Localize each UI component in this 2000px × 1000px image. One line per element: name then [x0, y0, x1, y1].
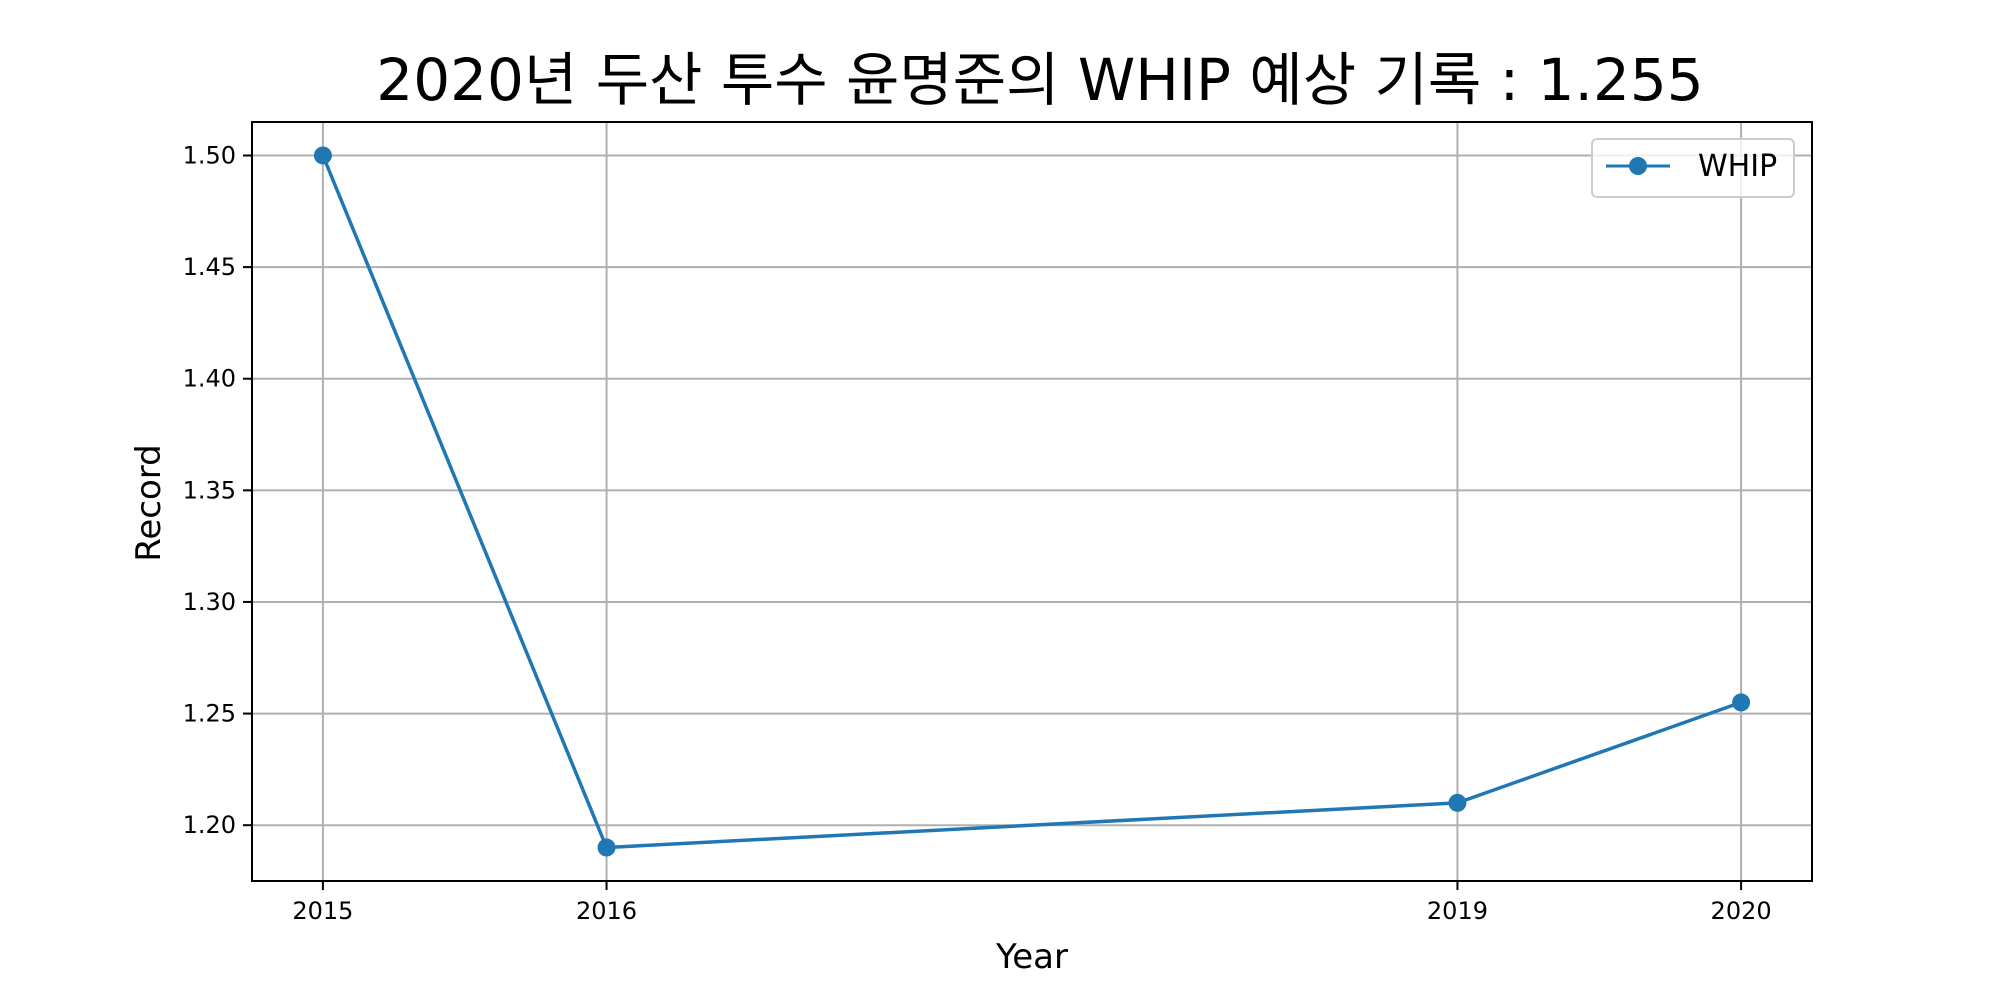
grid-lines	[252, 122, 1812, 881]
y-tick-label: 1.50	[183, 141, 236, 169]
legend-series-marker	[1629, 157, 1647, 175]
x-tick-label: 2015	[292, 897, 353, 925]
y-tick-label: 1.25	[183, 700, 236, 728]
legend-series-label: WHIP	[1698, 149, 1777, 184]
data-point-marker	[597, 838, 616, 857]
y-tick-label: 1.30	[183, 588, 236, 616]
x-tick-label: 2019	[1427, 897, 1488, 925]
plot-area-frame	[251, 121, 1813, 882]
y-axis-label: Record	[129, 444, 169, 561]
data-point-marker	[313, 146, 332, 165]
y-tick-label: 1.35	[183, 476, 236, 504]
chart-title: 2020년 두산 투수 윤명준의 WHIP 예상 기록 : 1.255	[376, 46, 1703, 114]
x-tick-label: 2020	[1711, 897, 1772, 925]
legend-frame	[1591, 138, 1795, 198]
y-tick-label: 1.40	[183, 365, 236, 393]
data-point-marker	[1448, 793, 1467, 812]
series-layer	[313, 146, 1751, 857]
legend: WHIP	[1591, 138, 1795, 198]
y-tick-label: 1.45	[183, 253, 236, 281]
x-tick-label: 2016	[576, 897, 637, 925]
x-axis-label: Year	[995, 937, 1068, 977]
y-tick-label: 1.20	[183, 811, 236, 839]
series-line-whip	[321, 153, 1743, 850]
data-point-marker	[1732, 693, 1751, 712]
axis-ticks: 1.20 1.25 1.30 1.35 1.40 1.45 1.50 2015 2016 2019…	[183, 141, 1772, 925]
